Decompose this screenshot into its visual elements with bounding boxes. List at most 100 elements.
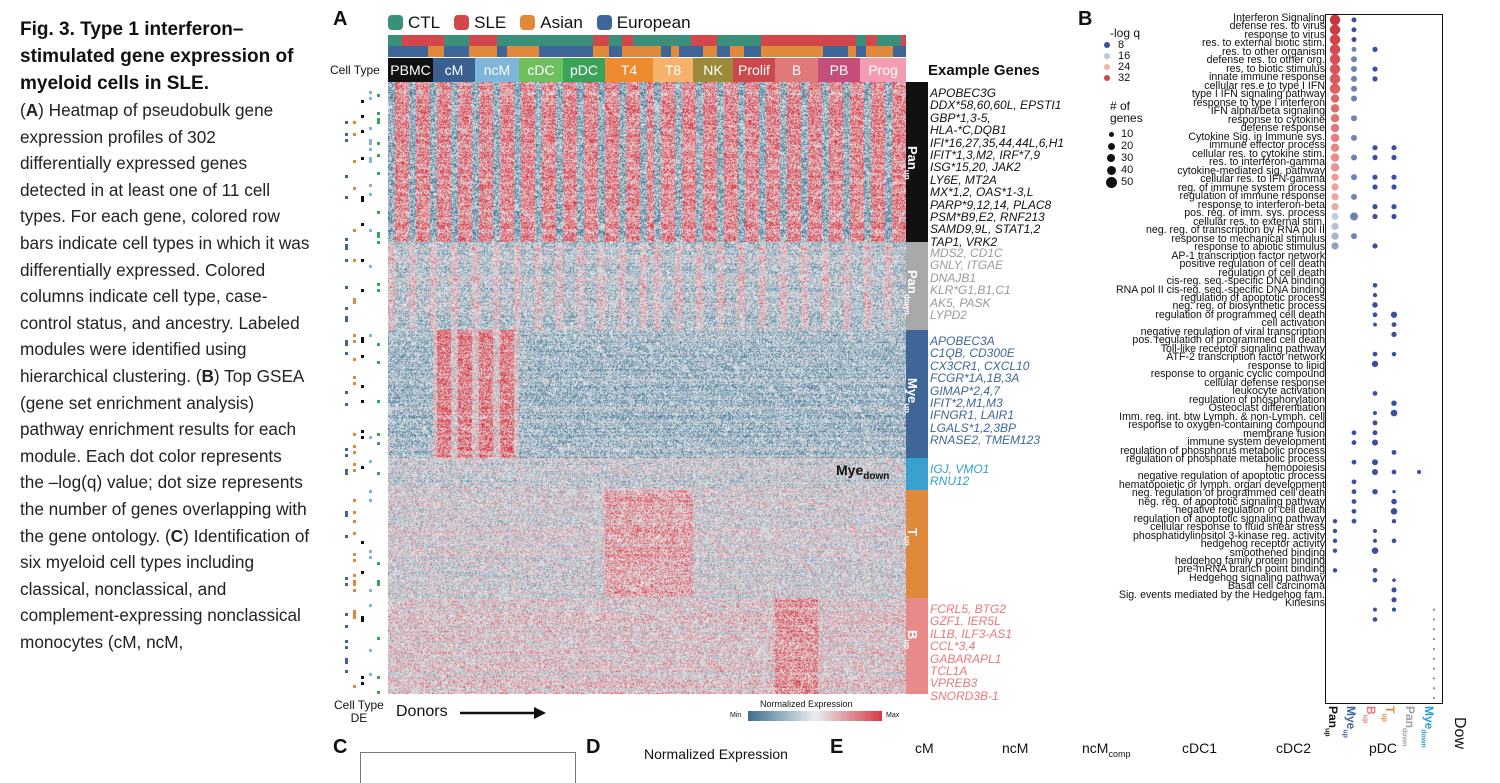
gene-label: AK5, PASK [930, 295, 991, 310]
gsea-term: membrane fusion [1243, 427, 1325, 440]
q-legend-row: 16 [1104, 51, 1130, 62]
gsea-term: hemopoiesis [1265, 461, 1325, 474]
module-label-sub: down [902, 293, 912, 315]
gsea-term: negative regulation of apoptotic process [1137, 470, 1325, 483]
de-row-mark [377, 241, 380, 244]
n-legend-value: 20 [1121, 140, 1134, 152]
gsea-module-sub: up [1380, 713, 1388, 722]
gsea-term: phosphatidylinositol 3-kinase reg. activ… [1133, 529, 1325, 542]
gsea-dot [1351, 27, 1357, 33]
panel-e-column-name: ncM [1002, 740, 1029, 756]
caption-a-text: Heatmap of pseudobulk gene expression pr… [20, 100, 310, 386]
gsea-term: negative regulation of viral transcripti… [1140, 325, 1325, 338]
de-row-mark [361, 130, 364, 133]
gsea-dot [1372, 154, 1378, 161]
gsea-dot [1390, 508, 1398, 515]
covariate-stripe [832, 46, 848, 57]
gsea-term: pos. regulation of programmed cell death [1132, 334, 1325, 347]
de-row-mark [377, 232, 380, 235]
de-row-mark [369, 673, 372, 676]
de-row-mark [369, 490, 372, 493]
de-row-mark [361, 340, 364, 343]
gsea-term: regulation of apoptotic signaling pathwa… [1133, 512, 1325, 525]
de-row-mark [353, 340, 356, 343]
panel-e-column-name: cDC2 [1276, 740, 1312, 756]
gsea-term: response to abiotic stimulus [1194, 241, 1325, 254]
de-row-mark [353, 532, 356, 535]
de-row-mark [345, 139, 348, 142]
de-row-mark [369, 142, 372, 145]
caption-a-label: A [25, 100, 39, 120]
de-row-mark [353, 559, 356, 562]
de-row-mark [353, 610, 356, 613]
n-legend-row: 50 [1104, 176, 1133, 188]
legend-label: SLE [474, 13, 507, 32]
q-legend-value: 16 [1118, 50, 1131, 62]
covariate-stripe [622, 46, 633, 57]
de-row-mark [361, 676, 364, 679]
gsea-dot [1330, 133, 1340, 143]
gsea-term-list: Interferon Signaling defense res. to viru… [1074, 12, 1325, 704]
gsea-dot [1391, 587, 1397, 593]
covariate-stripe [388, 35, 402, 46]
gsea-dot [1351, 479, 1357, 485]
covariate-stripe [609, 35, 622, 46]
colorbar-min: Min [730, 712, 742, 719]
gsea-dot [1432, 677, 1436, 680]
n-legend: 10 20 30 40 50 [1104, 128, 1133, 188]
gsea-dot [1432, 608, 1436, 611]
covariate-stripe [567, 46, 577, 57]
gsea-term: cellular response to fluid shear stress [1150, 521, 1325, 534]
gsea-dot [1351, 174, 1357, 181]
cell-type-cm: cM [433, 58, 475, 82]
n-legend-dot-wrap [1104, 164, 1118, 176]
de-row-mark [361, 196, 364, 199]
de-row-mark [345, 448, 348, 451]
de-row-mark [361, 619, 364, 622]
gsea-term: regulation of phosphate metabolic proces… [1125, 453, 1325, 466]
de-row-mark [361, 115, 364, 118]
de-row-mark [353, 382, 356, 385]
gsea-dot [1329, 73, 1341, 85]
gsea-dot [1372, 488, 1378, 495]
gsea-dot [1329, 83, 1341, 94]
q-legend-value: 8 [1118, 39, 1125, 51]
gsea-module-name: Pan [1403, 706, 1417, 729]
de-row-mark [369, 550, 372, 553]
covariate-stripe [703, 35, 717, 46]
donors-arrow-icon [460, 707, 546, 719]
gsea-module-label: Panup [1324, 706, 1340, 737]
gsea-term: cytokine-mediated sig. pathway [1177, 164, 1325, 177]
covariate-stripe [848, 35, 856, 46]
gsea-term: neg. regulation of programmed cell death [1131, 487, 1325, 500]
de-row-mark [361, 385, 364, 388]
gene-label: GABARAPL1 [930, 651, 1002, 666]
gsea-dot [1351, 66, 1357, 73]
de-row-mark [377, 121, 380, 124]
n-legend-value: 10 [1121, 128, 1134, 140]
gene-label: FCRL5, BTG2 [930, 602, 1007, 616]
gsea-dot [1372, 243, 1378, 249]
gsea-dot [1432, 628, 1436, 631]
gsea-term: regulation of cell death [1218, 266, 1325, 279]
gsea-dot [1391, 145, 1397, 151]
covariate-stripe [877, 35, 893, 46]
legend-item-european: European [596, 13, 691, 32]
gsea-dot [1331, 212, 1339, 221]
covariate-stripe [523, 35, 539, 46]
covariate-stripe [428, 46, 444, 57]
covariate-stripe [419, 35, 428, 46]
gsea-term: positive regulation of cell death [1179, 258, 1325, 271]
gsea-dot [1332, 518, 1338, 524]
gene-label: TCL1A [930, 664, 968, 679]
de-row-mark [345, 511, 348, 514]
covariate-stripe [866, 35, 877, 46]
cell-type-de-row-bars [345, 82, 385, 694]
gsea-dot [1330, 104, 1340, 113]
gsea-term: Interferon Signaling [1233, 12, 1325, 24]
covariate-stripe [792, 35, 808, 46]
de-row-mark [369, 604, 372, 607]
covariate-stripe [691, 35, 703, 46]
covariate-stripe [577, 35, 593, 46]
gsea-dot [1371, 439, 1379, 446]
